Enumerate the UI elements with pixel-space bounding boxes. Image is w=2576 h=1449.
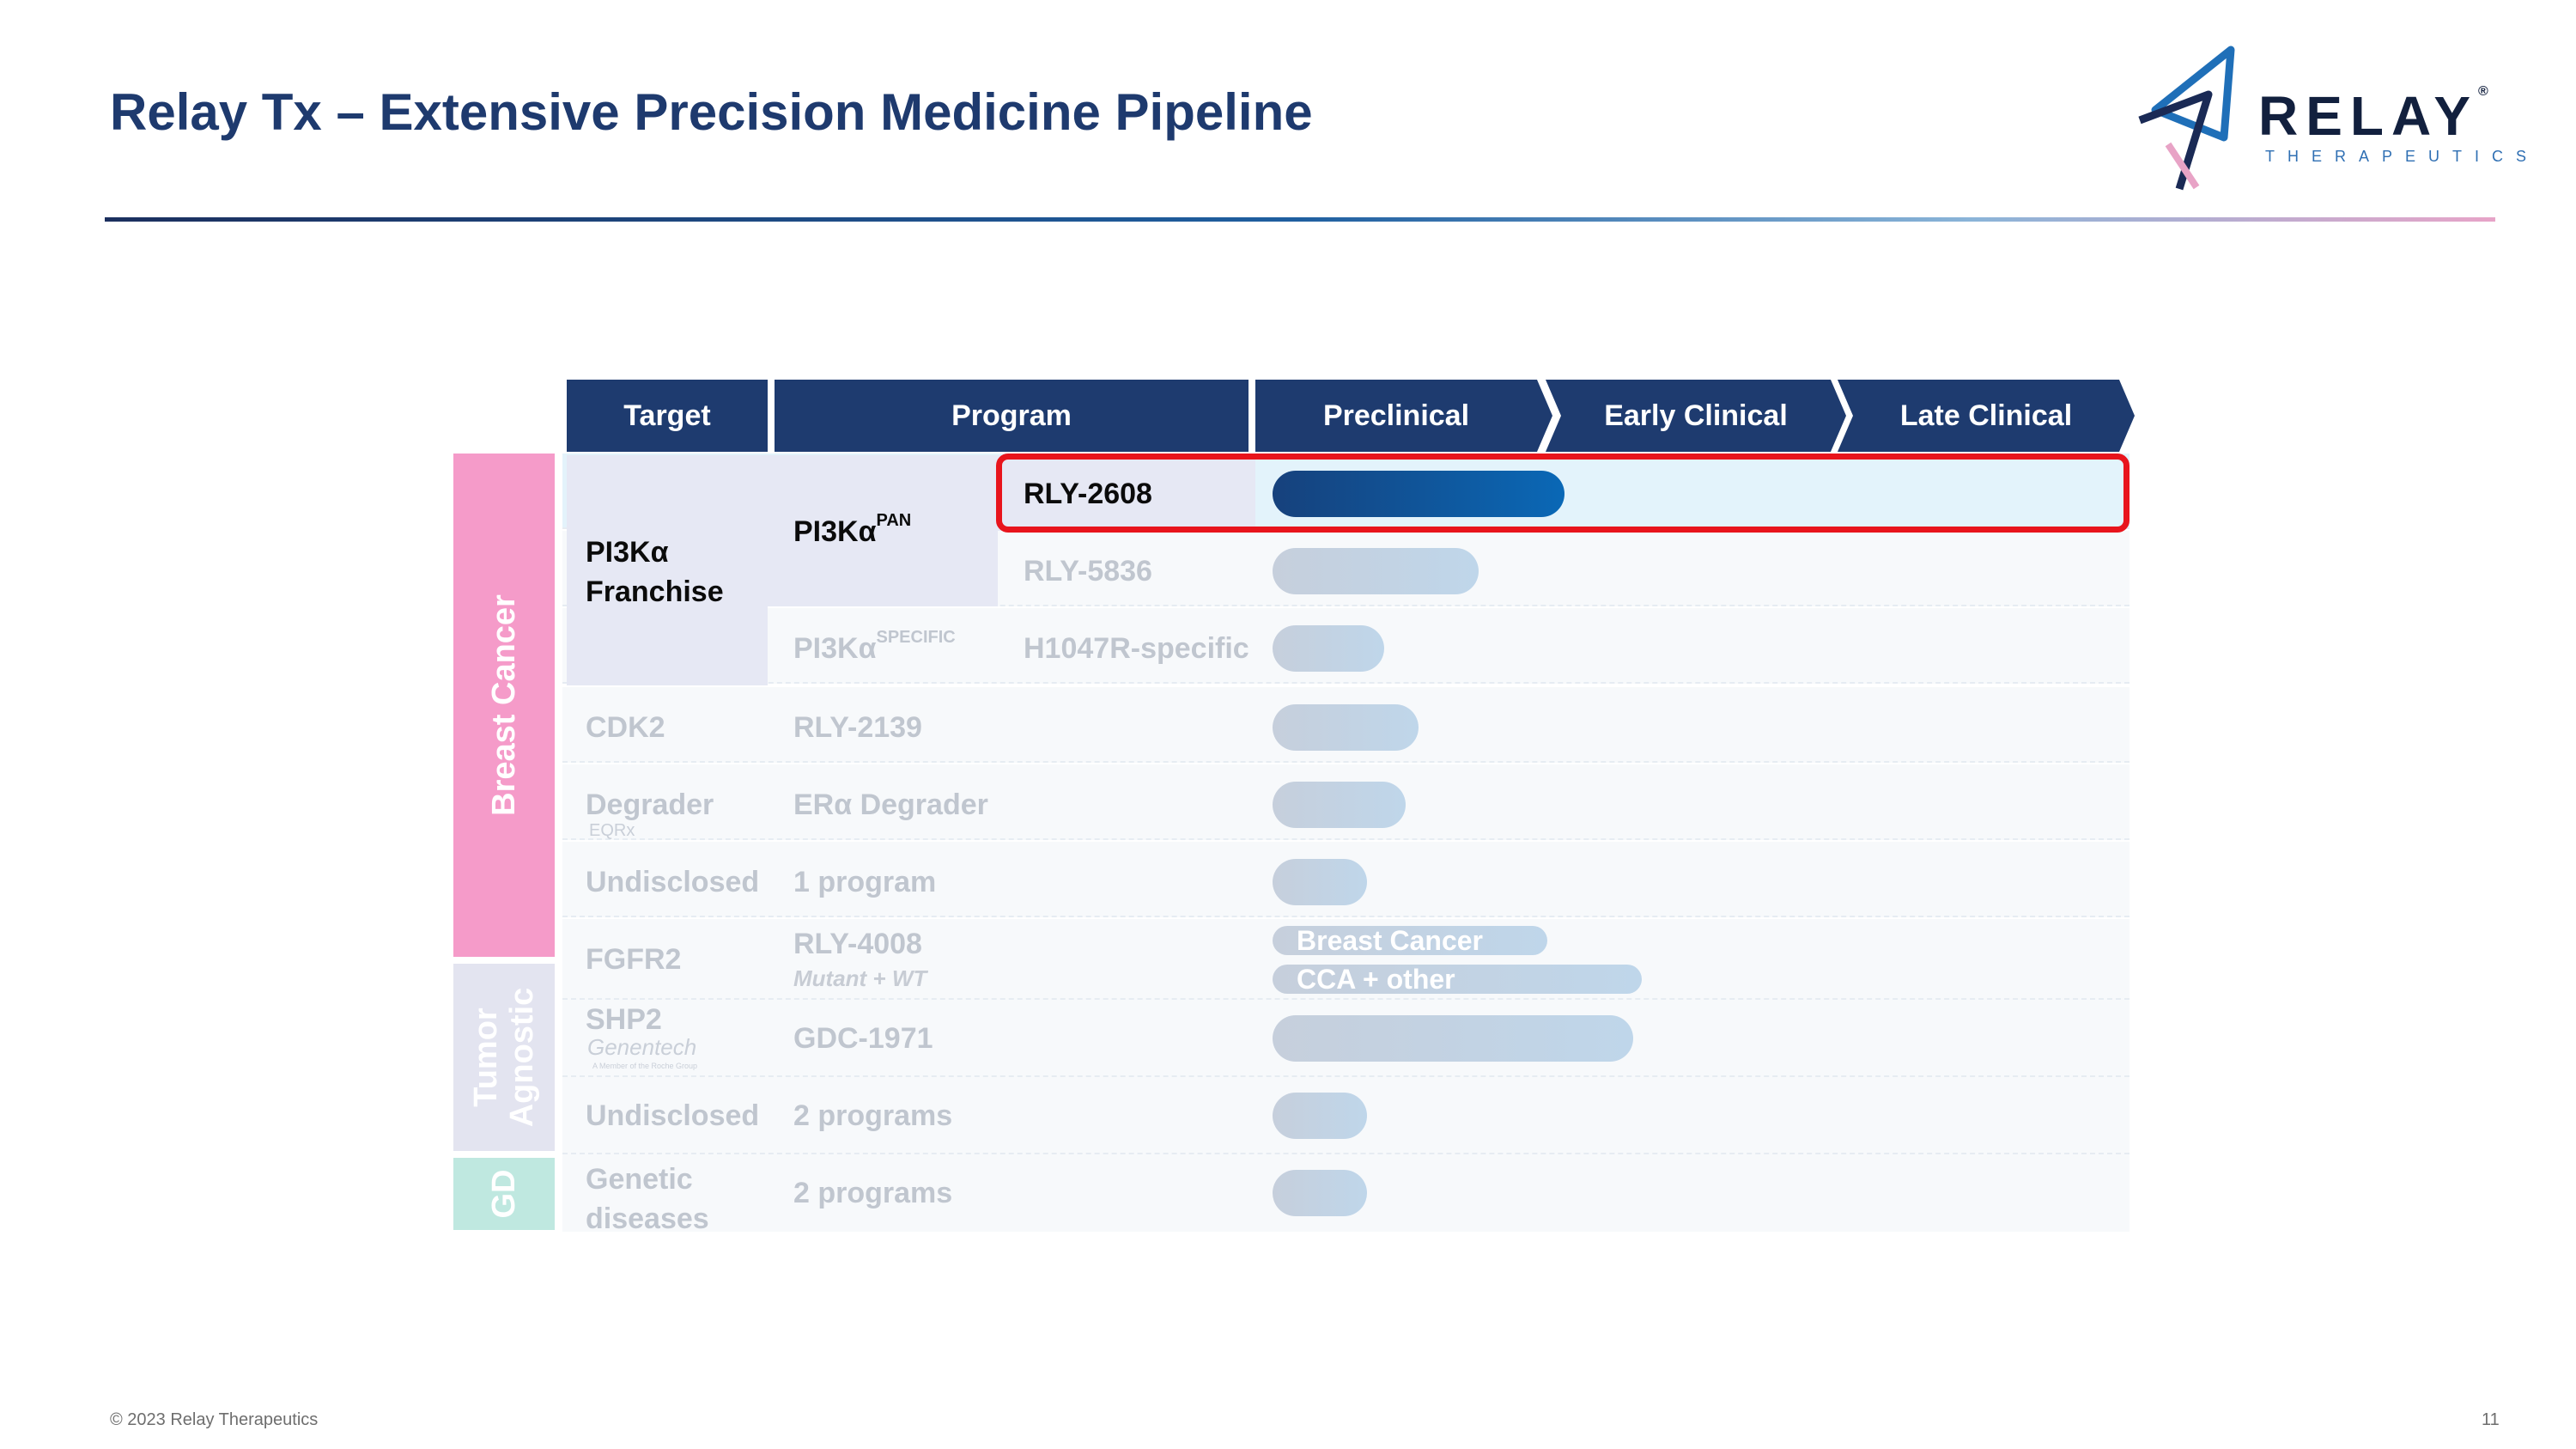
header-program: Program [775,380,1249,452]
progress-bar-rly5836 [1273,548,1479,594]
progress-bar-rly2608 [1273,471,1564,517]
program-genetic: 2 programs [793,1177,953,1209]
header-target: Target [567,380,768,452]
logo-wordmark: RELAY® [2258,84,2496,147]
stage-late-clinical: Late Clinical [1838,380,2135,452]
stage-preclinical: Preclinical [1255,380,1552,452]
progress-bar-undisclosed-2 [1273,1093,1367,1139]
relay-logo: RELAY® THERAPEUTICS [2129,43,2526,198]
highlight-box-rly2608 [996,454,2129,533]
band-tumor-agnostic: Tumor Agnostic [453,964,555,1151]
relay-logo-mark-icon [2138,46,2235,191]
progress-bar-genetic [1273,1170,1367,1216]
franchise-pan-cell [768,455,998,606]
progress-bar-undisclosed-1 [1273,859,1367,905]
target-genetic-diseases: Genetic diseases [586,1163,709,1235]
page-number: 11 [2482,1410,2500,1429]
progress-bar-shp2 [1273,1015,1633,1062]
rly2608-program-cell [998,455,1255,531]
program-rly4008-note: Mutant + WT [793,965,927,991]
eqrx-logo: EQRx [589,821,635,840]
progress-bar-fgfr2-breast: Breast Cancer [1273,926,1547,955]
genentech-logo: Genentech [587,1034,697,1060]
target-undisclosed-2: Undisclosed [586,1099,760,1132]
program-rly2608: RLY-2608 [1024,478,1152,510]
copyright: © 2023 Relay Therapeutics [110,1410,319,1429]
program-h1047r: H1047R-specific [1024,632,1249,665]
band-breast-cancer: Breast Cancer [453,454,555,957]
title-rule [105,217,2495,222]
franchise-pan-label: PI3KαPAN [793,510,912,548]
slide-title: Relay Tx – Extensive Precision Medicine … [110,83,1313,141]
franchise-target-cell [567,455,768,685]
program-undisclosed-1: 1 program [793,866,937,898]
genentech-logo-subtitle: A Member of the Roche Group [592,1062,698,1070]
stage-early-clinical: Early Clinical [1546,380,1846,452]
franchise-specific-label: PI3KαSPECIFIC [793,627,956,665]
target-shp2: SHP2 [586,1003,662,1036]
program-undisclosed-2: 2 programs [793,1099,953,1132]
progress-bar-h1047r [1273,625,1384,672]
target-undisclosed-1: Undisclosed [586,866,760,898]
band-gd: GD [453,1158,555,1230]
franchise-target: PI3Kα Franchise [586,536,724,608]
program-era-degrader: ERα Degrader [793,788,988,821]
program-rly2139: RLY-2139 [793,711,922,744]
program-rly4008: RLY-4008 [793,928,922,960]
target-cdk2: CDK2 [586,711,665,744]
progress-bar-fgfr2-cca: CCA + other [1273,965,1642,994]
target-fgfr2: FGFR2 [586,943,682,976]
program-rly5836: RLY-5836 [1024,555,1152,588]
progress-bar-cdk2 [1273,704,1419,751]
target-degrader: Degrader [586,788,714,821]
program-gdc1971: GDC-1971 [793,1022,933,1055]
logo-subtitle: THERAPEUTICS [2265,148,2540,165]
progress-bar-degrader [1273,782,1406,828]
